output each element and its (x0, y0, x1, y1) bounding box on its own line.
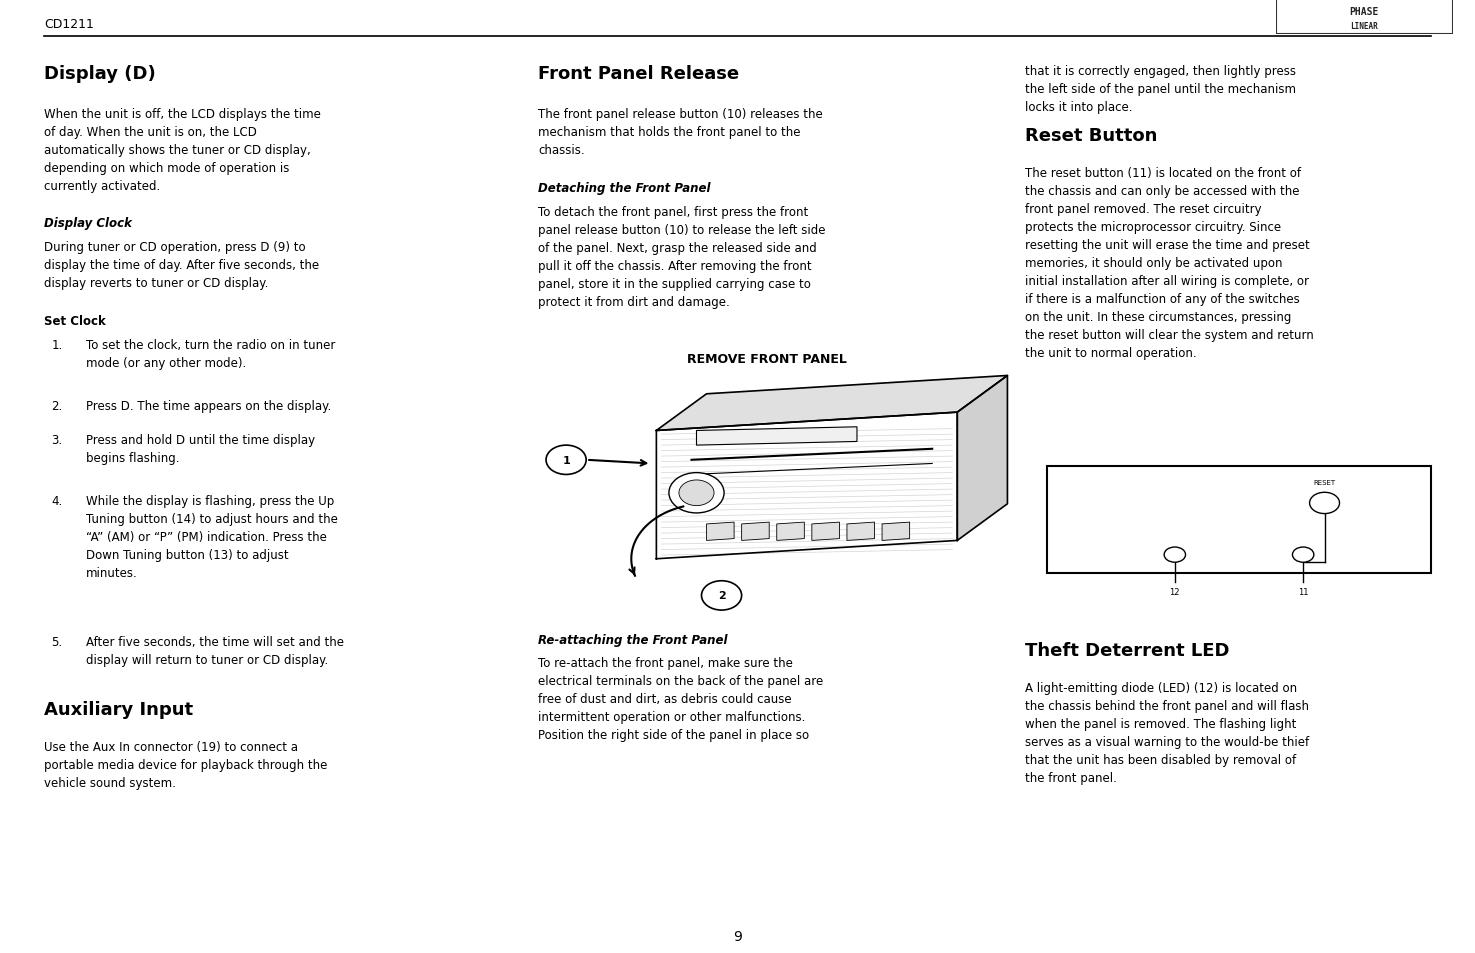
Text: 4.: 4. (52, 495, 63, 507)
Text: 3.: 3. (52, 434, 63, 447)
Text: Display Clock: Display Clock (44, 217, 133, 231)
Text: Re-attaching the Front Panel: Re-attaching the Front Panel (538, 633, 727, 646)
Text: 9: 9 (733, 929, 742, 943)
Text: 5.: 5. (52, 635, 63, 648)
Text: Press and hold D until the time display
begins flashing.: Press and hold D until the time display … (86, 434, 314, 465)
Text: Set Clock: Set Clock (44, 315, 106, 328)
Text: A light-emitting diode (LED) (12) is located on
the chassis behind the front pan: A light-emitting diode (LED) (12) is loc… (1025, 681, 1310, 784)
Text: Press D. The time appears on the display.: Press D. The time appears on the display… (86, 399, 330, 413)
Text: 2.: 2. (52, 399, 63, 413)
Text: The reset button (11) is located on the front of
the chassis and can only be acc: The reset button (11) is located on the … (1025, 167, 1314, 359)
Text: Front Panel Release: Front Panel Release (538, 66, 739, 83)
Text: Theft Deterrent LED: Theft Deterrent LED (1025, 641, 1230, 659)
Text: To detach the front panel, first press the front
panel release button (10) to re: To detach the front panel, first press t… (538, 206, 826, 309)
Text: After five seconds, the time will set and the
display will return to tuner or CD: After five seconds, the time will set an… (86, 635, 344, 666)
Text: To set the clock, turn the radio on in tuner
mode (or any other mode).: To set the clock, turn the radio on in t… (86, 338, 335, 370)
Text: Reset Button: Reset Button (1025, 127, 1158, 145)
Text: During tuner or CD operation, press D (9) to
display the time of day. After five: During tuner or CD operation, press D (9… (44, 241, 320, 290)
Text: To re-attach the front panel, make sure the
electrical terminals on the back of : To re-attach the front panel, make sure … (538, 657, 823, 741)
Text: Display (D): Display (D) (44, 66, 156, 83)
Text: Use the Aux In connector (19) to connect a
portable media device for playback th: Use the Aux In connector (19) to connect… (44, 740, 327, 789)
Text: When the unit is off, the LCD displays the time
of day. When the unit is on, the: When the unit is off, the LCD displays t… (44, 108, 322, 193)
Text: REMOVE FRONT PANEL: REMOVE FRONT PANEL (687, 353, 847, 366)
Text: CD1211: CD1211 (44, 18, 94, 30)
Text: 1.: 1. (52, 338, 63, 352)
Text: While the display is flashing, press the Up
Tuning button (14) to adjust hours a: While the display is flashing, press the… (86, 495, 338, 579)
Text: that it is correctly engaged, then lightly press
the left side of the panel unti: that it is correctly engaged, then light… (1025, 66, 1297, 114)
Text: The front panel release button (10) releases the
mechanism that holds the front : The front panel release button (10) rele… (538, 108, 823, 157)
Text: Detaching the Front Panel: Detaching the Front Panel (538, 182, 711, 195)
Text: Auxiliary Input: Auxiliary Input (44, 700, 193, 719)
